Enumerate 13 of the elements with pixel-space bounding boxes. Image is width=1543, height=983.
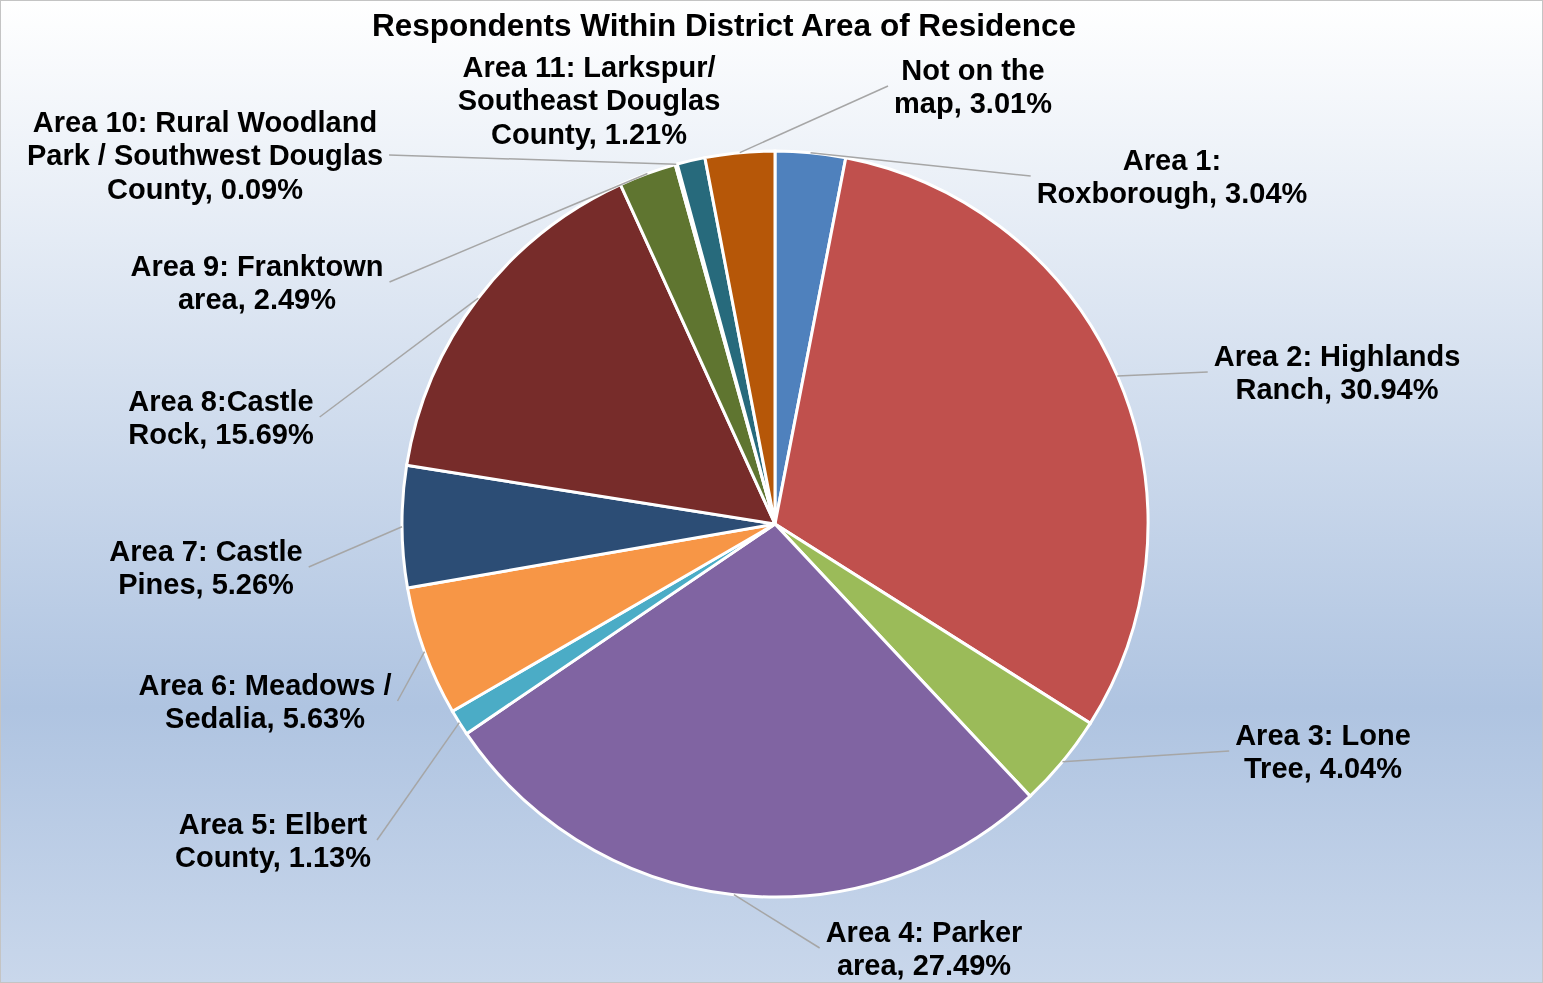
slice-label: Area 7: Castle Pines, 5.26% [109,534,303,601]
slice-label: Area 4: Parker area, 27.49% [825,915,1023,982]
slice-label: Area 9: Franktown area, 2.49% [130,249,384,316]
slice-label: Area 11: Larkspur/Southeast Douglas County, 1.21% [457,50,721,150]
chart-title: Respondents Within District Area of Residence [371,7,1077,43]
slice-label: Not on the map, 3.01% [894,53,1053,120]
slice-label: Area 1: Roxborough, 3.04% [1036,143,1308,210]
slice-label: Area 5: Elbert County, 1.13% [174,807,372,874]
slice-label: Area 6: Meadows / Sedalia, 5.63% [138,668,392,735]
slice-label: Area 8:Castle Rock, 15.69% [128,384,314,451]
slice-label: Area 2: Highlands Ranch, 30.94% [1213,339,1461,406]
slice-label: Area 10: Rural Woodland Park / Southwest Douglas County, 0.09% [26,105,384,205]
slice-label: Area 3: Lone Tree, 4.04% [1235,718,1411,785]
